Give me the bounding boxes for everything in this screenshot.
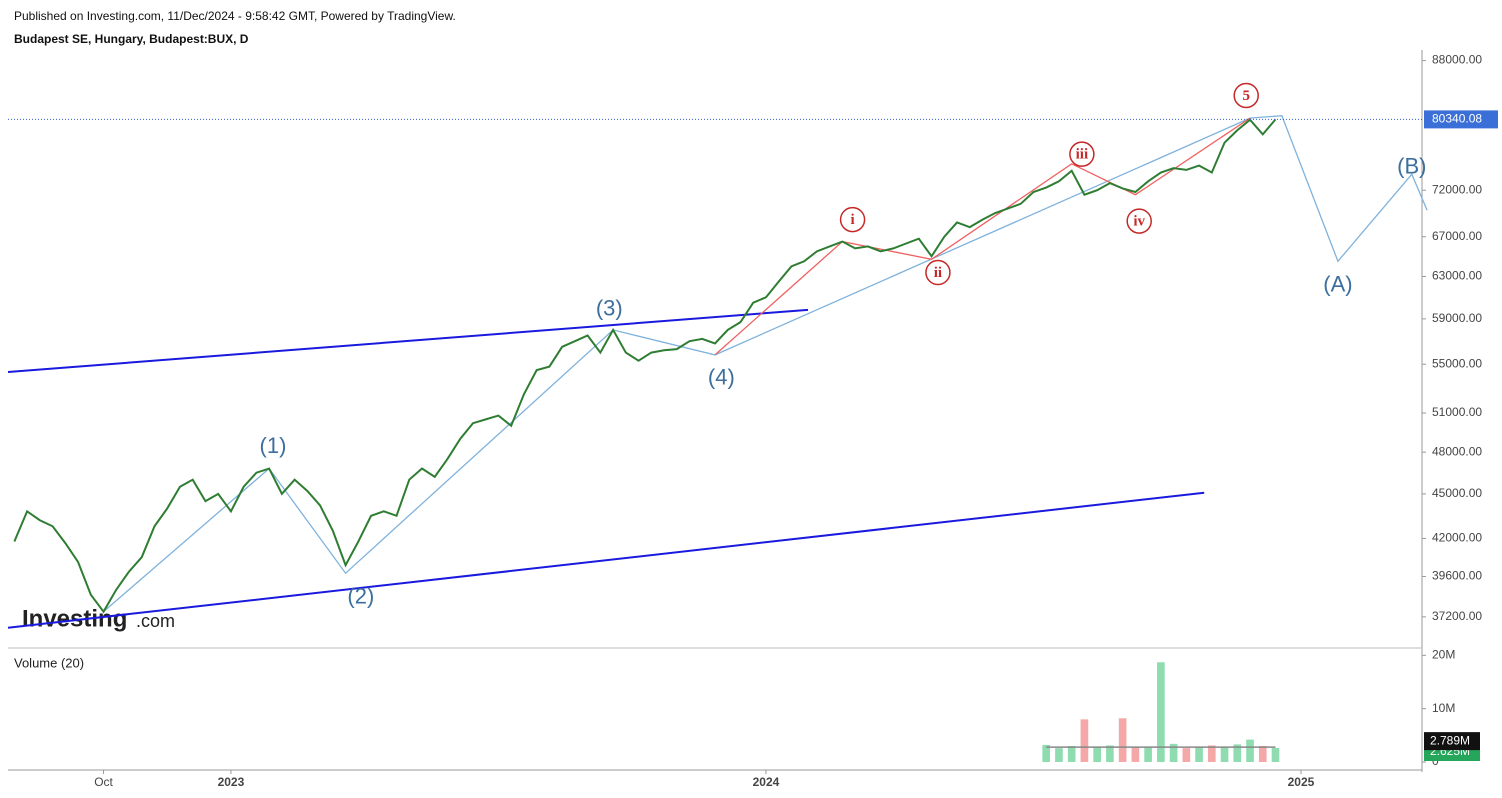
y-tick-label: 37200.00 [1432, 609, 1482, 623]
wave-label: iii [1076, 147, 1089, 163]
wave-circle [1126, 208, 1152, 234]
logo-brand: Investing [22, 605, 127, 632]
x-tick-label: 2023 [218, 775, 245, 789]
volume-tick-label: 0 [1432, 754, 1439, 768]
last-price-label: 80340.08 [1432, 112, 1482, 126]
y-tick-label: 39600.00 [1432, 569, 1482, 583]
x-tick-label: 2025 [1288, 775, 1315, 789]
y-tick-label: 63000.00 [1432, 269, 1482, 283]
y-tick-label: 55000.00 [1432, 356, 1482, 370]
wave-label: 5 [1242, 88, 1250, 104]
y-tick-label: 88000.00 [1432, 53, 1482, 67]
wave-circle [839, 206, 866, 233]
trend-line [7, 491, 1205, 629]
volume-bar [1258, 746, 1267, 762]
price-line [13, 118, 1277, 614]
wave-label: ii [934, 265, 942, 281]
volume-bar [1093, 747, 1101, 762]
y-tick-label: 72000.00 [1432, 182, 1482, 196]
volume-ma-label: 2.789M [1430, 733, 1470, 747]
wave-label: i [850, 212, 854, 228]
volume-bar [1233, 744, 1242, 762]
wave-label: (1) [260, 433, 287, 458]
wave-label: (B) [1397, 153, 1426, 178]
volume-bar [1195, 746, 1203, 762]
volume-bar [1055, 748, 1063, 762]
volume-bar [1182, 748, 1191, 762]
volume-bar [1220, 747, 1229, 762]
last-price-badge [1424, 110, 1498, 129]
volume-bar [1271, 748, 1280, 762]
logo-suffix: .com [136, 611, 175, 631]
symbol-text: Budapest SE, Hungary, Budapest:BUX, D [14, 32, 249, 46]
trend-line [7, 308, 809, 374]
volume-bar [1067, 746, 1076, 762]
wave-circle [1233, 82, 1259, 109]
volume-bar [1157, 662, 1165, 762]
volume-ma-badge [1424, 732, 1480, 751]
volume-bar [1131, 746, 1140, 762]
wave-circle [1069, 141, 1095, 167]
wave-label: (2) [347, 584, 374, 609]
wave-circle [925, 259, 951, 286]
y-tick-label: 48000.00 [1432, 444, 1482, 458]
trend-line [103, 115, 1428, 613]
published-text: Published on Investing.com, 11/Dec/2024 … [14, 9, 456, 23]
volume-bar [1106, 745, 1114, 762]
x-tick-label: 2024 [753, 775, 780, 789]
wave-label: (4) [708, 365, 735, 390]
y-tick-label: 45000.00 [1432, 486, 1482, 500]
volume-bar [1169, 743, 1178, 762]
volume-bar [1042, 744, 1051, 762]
y-tick-label: 59000.00 [1432, 311, 1482, 325]
wave-label: (3) [596, 296, 623, 321]
volume-tick-label: 20M [1432, 648, 1455, 662]
wave-label: iv [1133, 214, 1145, 230]
volume-bar [1246, 739, 1254, 762]
volume-bar [1080, 719, 1089, 762]
x-tick-label: Oct [94, 775, 113, 789]
volume-bar [1118, 718, 1127, 762]
volume-bar [1207, 745, 1216, 762]
y-tick-label: 51000.00 [1432, 405, 1482, 419]
y-tick-label: 67000.00 [1432, 229, 1482, 243]
volume-tick-label: 10M [1432, 701, 1455, 715]
wave-label: (A) [1323, 272, 1352, 297]
volume-title: Volume (20) [14, 655, 84, 670]
y-tick-label: 42000.00 [1432, 531, 1482, 545]
volume-bar [1144, 747, 1152, 762]
